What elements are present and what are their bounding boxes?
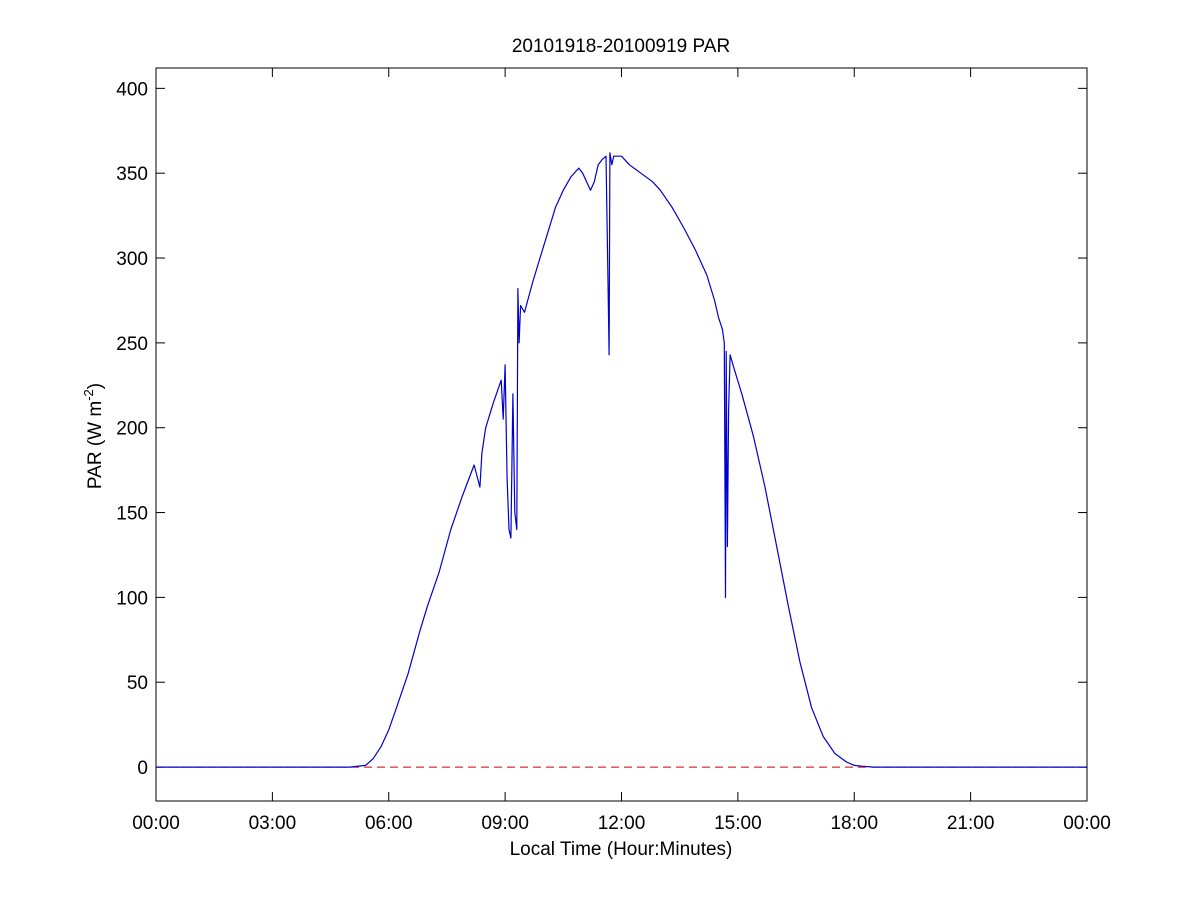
y-axis-label-main: PAR (W m [85, 401, 106, 489]
y-axis-label-superscript: -2 [81, 389, 96, 401]
x-tick-label: 00:00 [132, 813, 180, 834]
y-tick-label: 300 [116, 249, 148, 270]
y-tick-label: 400 [116, 79, 148, 100]
x-axis-ticks: 00:00 03:00 06:00 09:00 12:00 15:00 18:00 21:00… [132, 68, 1111, 834]
y-tick-label: 150 [116, 504, 148, 525]
y-tick-label: 200 [116, 419, 148, 440]
y-tick-label: 250 [116, 334, 148, 355]
y-tick-label: 50 [127, 673, 148, 694]
y-axis-label: PAR (W m-2) [81, 383, 106, 489]
chart-title: 20101918-20100919 PAR [512, 36, 730, 57]
x-axis-label: Local Time (Hour:Minutes) [510, 839, 733, 860]
x-tick-label: 18:00 [830, 813, 878, 834]
x-tick-label: 00:00 [1063, 813, 1111, 834]
x-tick-label: 15:00 [714, 813, 762, 834]
x-tick-label: 12:00 [598, 813, 646, 834]
y-axis-ticks: 0 50 100 150 200 250 300 350 400 [116, 79, 1087, 779]
x-tick-label: 21:00 [947, 813, 995, 834]
x-tick-label: 06:00 [365, 813, 413, 834]
x-tick-label: 09:00 [481, 813, 529, 834]
plot-area-frame [155, 67, 1088, 802]
x-tick-label: 03:00 [249, 813, 297, 834]
y-tick-label: 0 [137, 758, 148, 779]
y-axis-label-close: ) [85, 383, 106, 389]
y-tick-label: 350 [116, 164, 148, 185]
y-tick-label: 100 [116, 588, 148, 609]
par-series-line [156, 152, 1087, 768]
